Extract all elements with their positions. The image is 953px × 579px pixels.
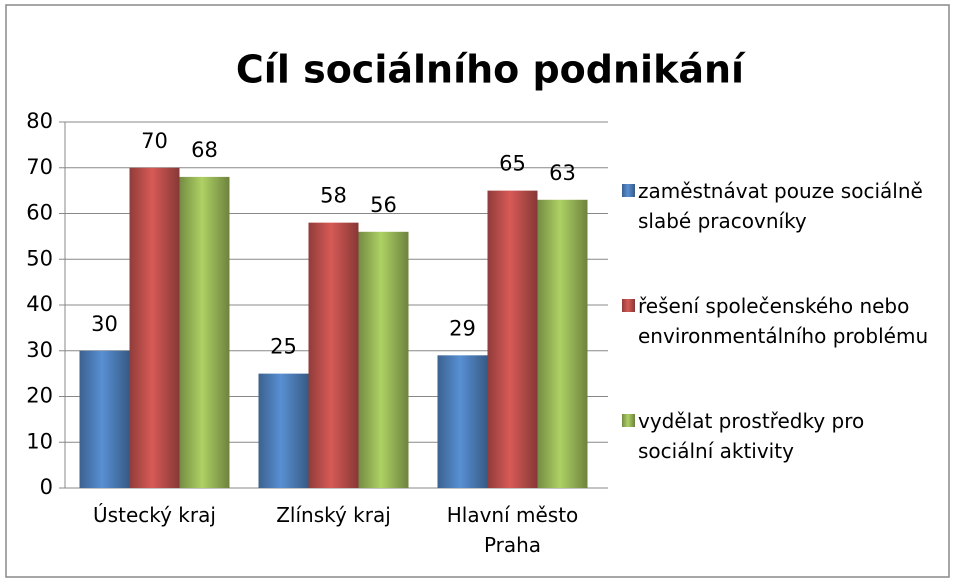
y-tick-label: 30 xyxy=(26,338,53,362)
chart-title: Cíl sociálního podnikání xyxy=(236,48,746,92)
y-tick-label: 0 xyxy=(40,475,53,499)
value-label: 65 xyxy=(499,152,526,176)
value-label: 58 xyxy=(320,184,347,208)
bar xyxy=(79,350,130,488)
x-tick-label: Ústecký kraj xyxy=(93,503,216,527)
y-tick-label: 20 xyxy=(26,384,53,408)
bar xyxy=(487,190,538,488)
bar xyxy=(258,373,309,488)
bar xyxy=(537,199,588,488)
y-tick-label: 10 xyxy=(26,429,53,453)
chart-border xyxy=(5,4,950,578)
value-label: 30 xyxy=(91,312,118,336)
value-label: 56 xyxy=(370,193,397,217)
legend-label: vydělat prostředky pro sociální aktivity xyxy=(638,409,865,463)
value-label: 29 xyxy=(449,316,476,340)
legend-swatch xyxy=(622,184,635,197)
y-tick-label: 50 xyxy=(26,246,53,270)
x-tick-label: Zlínský kraj xyxy=(276,503,391,527)
value-label: 68 xyxy=(191,138,218,162)
legend-swatch xyxy=(622,414,635,427)
bar xyxy=(358,231,409,489)
value-label: 70 xyxy=(141,129,168,153)
value-label: 25 xyxy=(270,335,297,359)
x-tick-label: Hlavní město Praha xyxy=(446,503,579,557)
bar xyxy=(179,176,230,488)
legend-label: řešení společenského nebo environmentáln… xyxy=(638,294,929,348)
y-tick-label: 70 xyxy=(26,155,53,179)
y-tick-label: 40 xyxy=(26,292,53,316)
bar xyxy=(437,355,488,488)
bar xyxy=(308,222,359,488)
y-tick-label: 80 xyxy=(26,109,53,133)
bar xyxy=(129,167,180,488)
legend-swatch xyxy=(622,299,635,312)
value-label: 63 xyxy=(549,161,576,185)
legend-label: zaměstnávat pouze sociálně slabé pracovn… xyxy=(638,179,923,233)
y-tick-label: 60 xyxy=(26,201,53,225)
